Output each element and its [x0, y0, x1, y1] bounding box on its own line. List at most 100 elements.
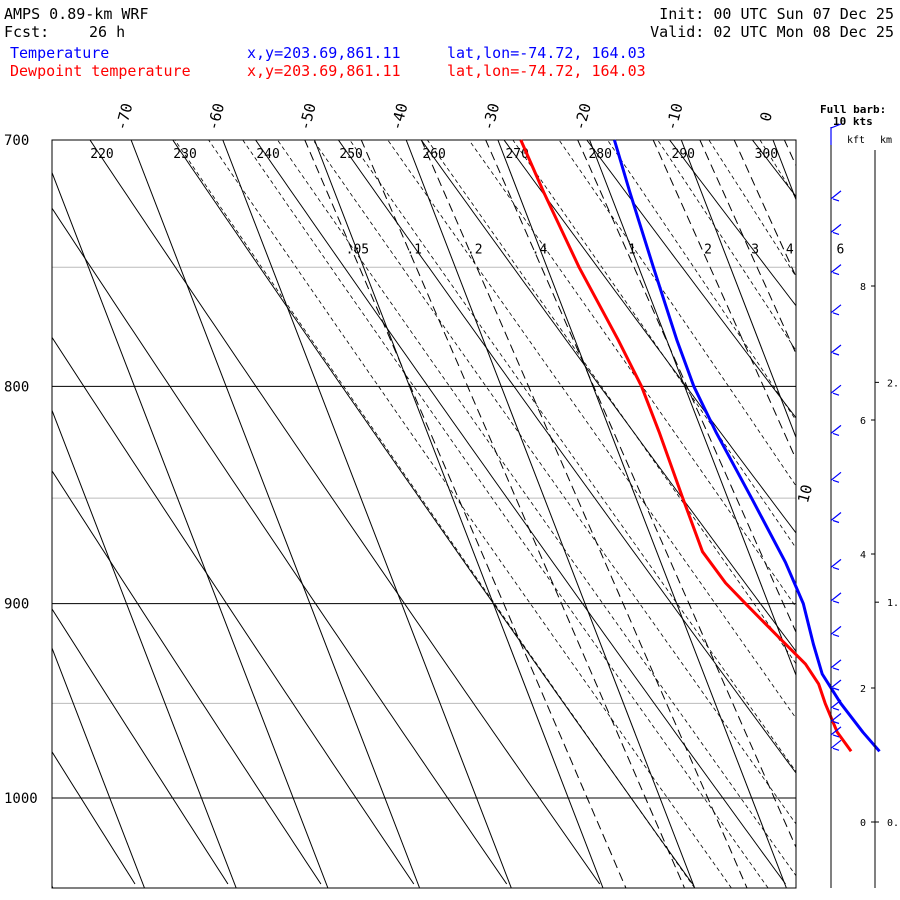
mixing-ratio-label: .2	[467, 242, 483, 257]
dry-adiabat-210	[52, 207, 508, 885]
kft-tick-label: 4	[860, 550, 866, 561]
wind-barb	[830, 190, 842, 202]
dry-adiabat-310	[835, 140, 900, 884]
wind-barb	[830, 625, 842, 637]
temp-latlon: lat,lon=-74.72, 164.03	[447, 44, 646, 62]
isotherm-label: -50	[295, 101, 319, 132]
isotherm--80	[52, 171, 329, 888]
mixing-ratio-line	[420, 140, 748, 888]
theta-label: 240	[256, 147, 279, 162]
theta-label: 230	[173, 147, 196, 162]
moist-adiabat--16	[387, 140, 796, 719]
dry-adiabat-180	[52, 608, 229, 885]
moist-adiabat-0	[558, 140, 796, 487]
wind-barb	[830, 592, 842, 604]
wind-barb	[830, 739, 842, 751]
isotherm--30	[497, 140, 787, 888]
mixing-ratio-line	[733, 140, 796, 278]
mixing-ratio-label: 2	[704, 242, 712, 257]
init-time: Init: 00 UTC Sun 07 Dec 25	[659, 5, 894, 23]
kft-tick-label: 6	[860, 416, 866, 427]
moist-adiabat--12	[426, 140, 796, 665]
dry-adiabat-250	[337, 140, 796, 774]
isotherm--10	[680, 140, 796, 439]
barb-legend-icon	[830, 123, 842, 145]
moist-adiabat-16	[759, 140, 796, 199]
km-label: km	[880, 135, 892, 146]
moist-adiabat--40	[174, 140, 696, 888]
wind-barb	[830, 558, 842, 570]
isotherm-label: 10	[794, 483, 816, 505]
mixing-ratio-line	[304, 140, 627, 888]
dry-adiabat-200	[52, 336, 415, 885]
dry-adiabat-300	[752, 140, 796, 198]
pressure-label: 800	[4, 379, 29, 395]
moist-adiabat--28	[277, 140, 796, 877]
dry-adiabat-280	[586, 140, 796, 419]
isotherm--50	[314, 140, 604, 888]
theta-label: 220	[90, 147, 113, 162]
km-tick-label: 0.	[887, 818, 899, 829]
isotherm-label: -70	[112, 101, 136, 132]
theta-label: 270	[505, 147, 528, 162]
isotherm-10	[865, 140, 900, 888]
moist-adiabat--32	[242, 140, 769, 888]
wind-barb	[830, 512, 842, 524]
moist-adiabat--24	[312, 140, 796, 825]
dry-adiabat-170	[52, 750, 136, 885]
temperature-profile	[612, 139, 881, 753]
isotherm--40	[405, 140, 696, 888]
theta-label: 250	[339, 147, 362, 162]
isotherm-label: -30	[479, 101, 503, 132]
moist-adiabat-12	[708, 140, 796, 278]
dry-adiabat-230	[172, 140, 694, 885]
plot-frame	[51, 139, 797, 889]
theta-label: 260	[422, 147, 445, 162]
legend-dewpoint: Dewpoint temperature	[10, 62, 191, 80]
barb-legend-line1: Full barb:	[820, 103, 886, 116]
legend-temperature: Temperature	[10, 44, 110, 62]
fcst-label: Fcst:	[4, 23, 50, 41]
wind-barb	[830, 223, 842, 235]
kft-tick-label: 0	[860, 818, 866, 829]
moist-adiabat--4	[512, 140, 796, 549]
pressure-label: 700	[4, 133, 29, 149]
dry-adiabat-160	[0, 140, 42, 884]
mixing-ratio-label: .05	[346, 242, 369, 257]
pressure-label: 1000	[4, 791, 38, 807]
barb-legend-line2: 10 kts	[833, 115, 873, 128]
wind-barb	[830, 304, 842, 316]
wind-barb	[830, 424, 842, 436]
kft-label: kft	[847, 135, 865, 146]
wind-barb	[830, 726, 842, 738]
dew-xy: x,y=203.69,861.11	[247, 62, 401, 80]
dry-adiabat-240	[255, 140, 786, 885]
mixing-ratio-line	[360, 140, 685, 888]
theta-label: 280	[588, 147, 611, 162]
mixing-ratio-line	[485, 140, 796, 849]
wind-barb	[830, 713, 842, 725]
isotherm-label: -40	[387, 101, 411, 132]
temp-xy: x,y=203.69,861.11	[247, 44, 401, 62]
pressure-label: 900	[4, 597, 29, 613]
moist-adiabat-24	[844, 114, 900, 889]
isotherm--100	[52, 646, 145, 888]
wind-barb	[830, 679, 842, 691]
mixing-ratio-line	[652, 140, 796, 461]
km-tick-label: 1.	[887, 598, 899, 609]
dew-latlon: lat,lon=-74.72, 164.03	[447, 62, 646, 80]
mixing-ratio-label: 6	[836, 242, 844, 257]
model-title: AMPS 0.89-km WRF	[4, 5, 149, 23]
wind-barb	[830, 344, 842, 356]
kft-tick-label: 2	[860, 684, 866, 695]
valid-time: Valid: 02 UTC Mon 08 Dec 25	[650, 23, 894, 41]
mixing-ratio-label: .4	[532, 242, 548, 257]
moist-adiabat--8	[468, 140, 796, 608]
dry-adiabat-270	[503, 140, 796, 534]
moist-adiabat-28	[892, 114, 900, 889]
wind-barb	[830, 384, 842, 396]
dry-adiabat-190	[52, 470, 322, 885]
mixing-ratio-line	[809, 114, 900, 889]
isotherm--70	[130, 140, 421, 888]
